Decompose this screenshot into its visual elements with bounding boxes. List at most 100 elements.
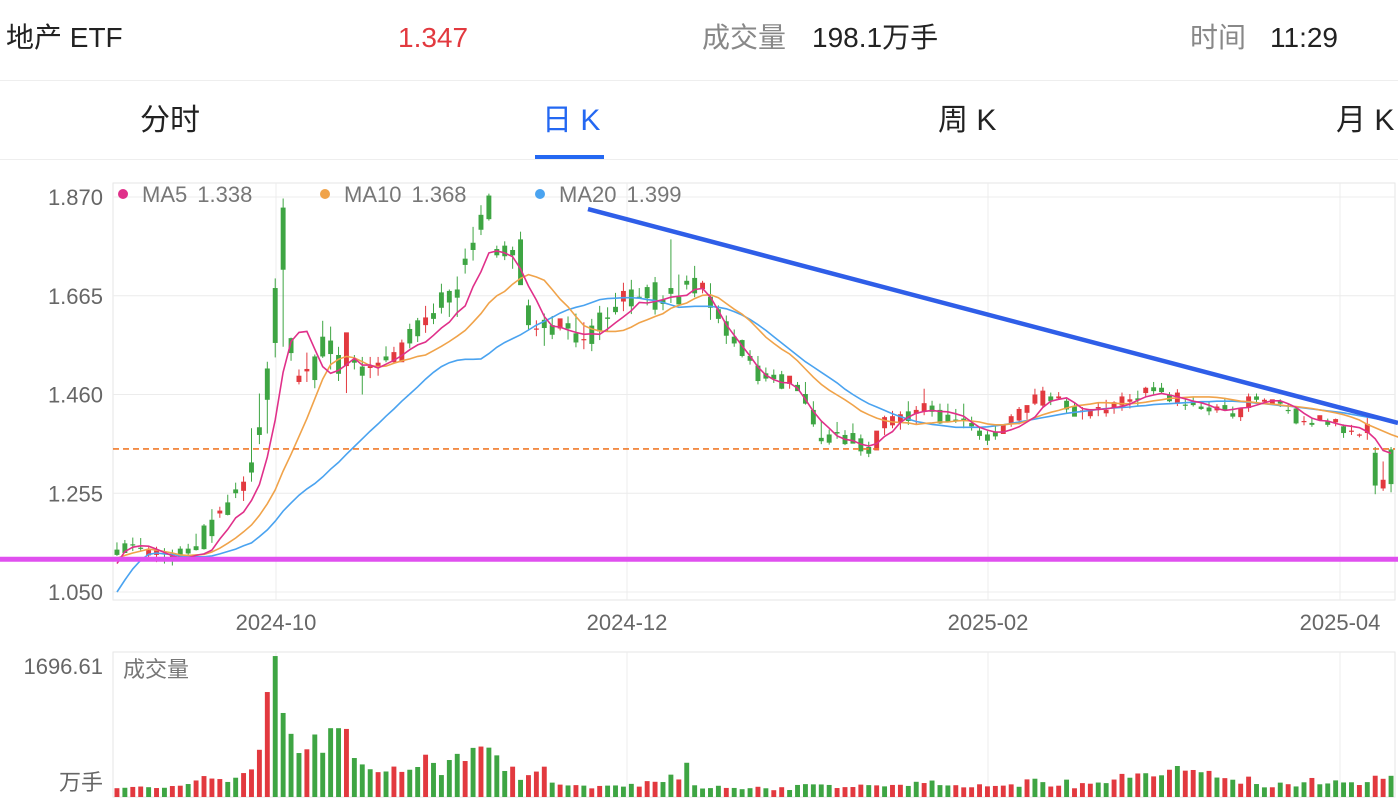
volume-bar (201, 776, 207, 797)
candle-body (1254, 396, 1259, 400)
tab-daily-k[interactable]: 日 K (542, 104, 601, 137)
volume-unit-label: 万手 (59, 770, 103, 795)
volume-bar (1167, 769, 1172, 797)
candle-body (415, 320, 421, 337)
candle-body (1277, 401, 1283, 404)
volume-bar (1174, 766, 1180, 797)
volume-bar (1269, 787, 1275, 797)
ma20-legend-name: MA20 (559, 182, 617, 207)
volume-bar (1206, 770, 1212, 797)
y-tick-label: 1.255 (48, 481, 103, 506)
candle-body (1293, 408, 1299, 424)
volume-bar (486, 747, 492, 797)
candle-body (945, 414, 951, 422)
candle-body (272, 288, 278, 343)
candle-body (375, 362, 381, 367)
volume-bar (1016, 786, 1022, 797)
candle-body (1103, 409, 1109, 414)
candle-body (850, 433, 856, 444)
volume-bar (897, 784, 903, 797)
volume-bar (423, 754, 429, 797)
candle-body (470, 242, 476, 250)
candle-body (723, 321, 729, 336)
candle-body (1261, 399, 1267, 402)
candle-body (787, 375, 793, 384)
volume-bar (771, 790, 777, 797)
candle-body (636, 296, 642, 298)
x-tick-label: 2024-12 (587, 610, 668, 635)
candle-body (573, 333, 579, 343)
ma5-line (116, 250, 1392, 565)
volume-bar (225, 781, 231, 797)
candle-body (462, 258, 468, 265)
ma5-dot-icon (118, 189, 128, 200)
volume-bar (1364, 782, 1370, 797)
candle-body (225, 502, 231, 515)
candle-body (882, 417, 888, 429)
candle-body (209, 519, 215, 537)
ma10-line (116, 273, 1398, 560)
volume-bar (217, 779, 223, 797)
candle-body (1056, 396, 1062, 399)
volume-bar (945, 785, 951, 797)
tab-weekly-k[interactable]: 周 K (938, 104, 997, 137)
volume-bar (241, 773, 247, 797)
candle-body (1119, 396, 1125, 406)
candle-body (201, 525, 207, 550)
volume-bar (256, 749, 262, 797)
volume-bar (1341, 782, 1347, 797)
volume-bar (1095, 782, 1101, 797)
candle-body (1127, 399, 1133, 402)
volume-bar (320, 752, 326, 797)
volume-bar (1151, 776, 1157, 797)
candle-body (1064, 400, 1070, 410)
volume-bar (723, 787, 729, 797)
volume-bar (834, 788, 840, 797)
volume-panel-title: 成交量 (123, 657, 189, 682)
candle-body (969, 422, 975, 427)
price-panel-frame (112, 182, 1396, 601)
volume-bar (921, 783, 927, 797)
candle-body (810, 409, 816, 425)
volume-bar (169, 786, 175, 797)
volume-label: 成交量 (702, 22, 787, 53)
volume-bar (470, 747, 476, 797)
volume-bar (684, 762, 690, 797)
candle-body (1356, 434, 1362, 436)
candle-body (320, 336, 326, 357)
volume-bar (1008, 784, 1014, 797)
candle-body (1317, 415, 1323, 421)
volume-bar (1325, 783, 1331, 797)
volume-bar (961, 787, 967, 797)
volume-bar (1111, 779, 1117, 797)
candle-body (1349, 430, 1354, 432)
volume-value: 198.1万手 (812, 22, 939, 53)
ma20-line (116, 296, 1392, 593)
volume-bar (114, 788, 120, 797)
candle-body (185, 548, 191, 554)
candle-body (383, 356, 389, 361)
candle-body (1206, 407, 1212, 412)
volume-bar (802, 784, 808, 797)
volume-bar (272, 656, 278, 797)
candle-body (581, 339, 587, 341)
tab-intraday[interactable]: 分时 (140, 104, 200, 137)
volume-bar (1293, 786, 1299, 797)
candle-body (1135, 398, 1141, 401)
volume-bar (1214, 777, 1220, 797)
volume-bar (343, 728, 349, 797)
volume-bar (359, 764, 365, 797)
candle-body (423, 317, 429, 326)
tab-monthly-k[interactable]: 月 K (1336, 104, 1395, 137)
candle-body (874, 430, 880, 451)
volume-bar (1222, 778, 1228, 797)
candle-body (1333, 419, 1339, 423)
x-tick-label: 2025-02 (948, 610, 1029, 635)
volume-bar (446, 760, 452, 797)
candle-body (114, 549, 120, 555)
volume-bar (1388, 775, 1394, 797)
volume-bar (1135, 773, 1141, 797)
candle-body (866, 447, 872, 454)
volume-bar (1301, 782, 1307, 797)
